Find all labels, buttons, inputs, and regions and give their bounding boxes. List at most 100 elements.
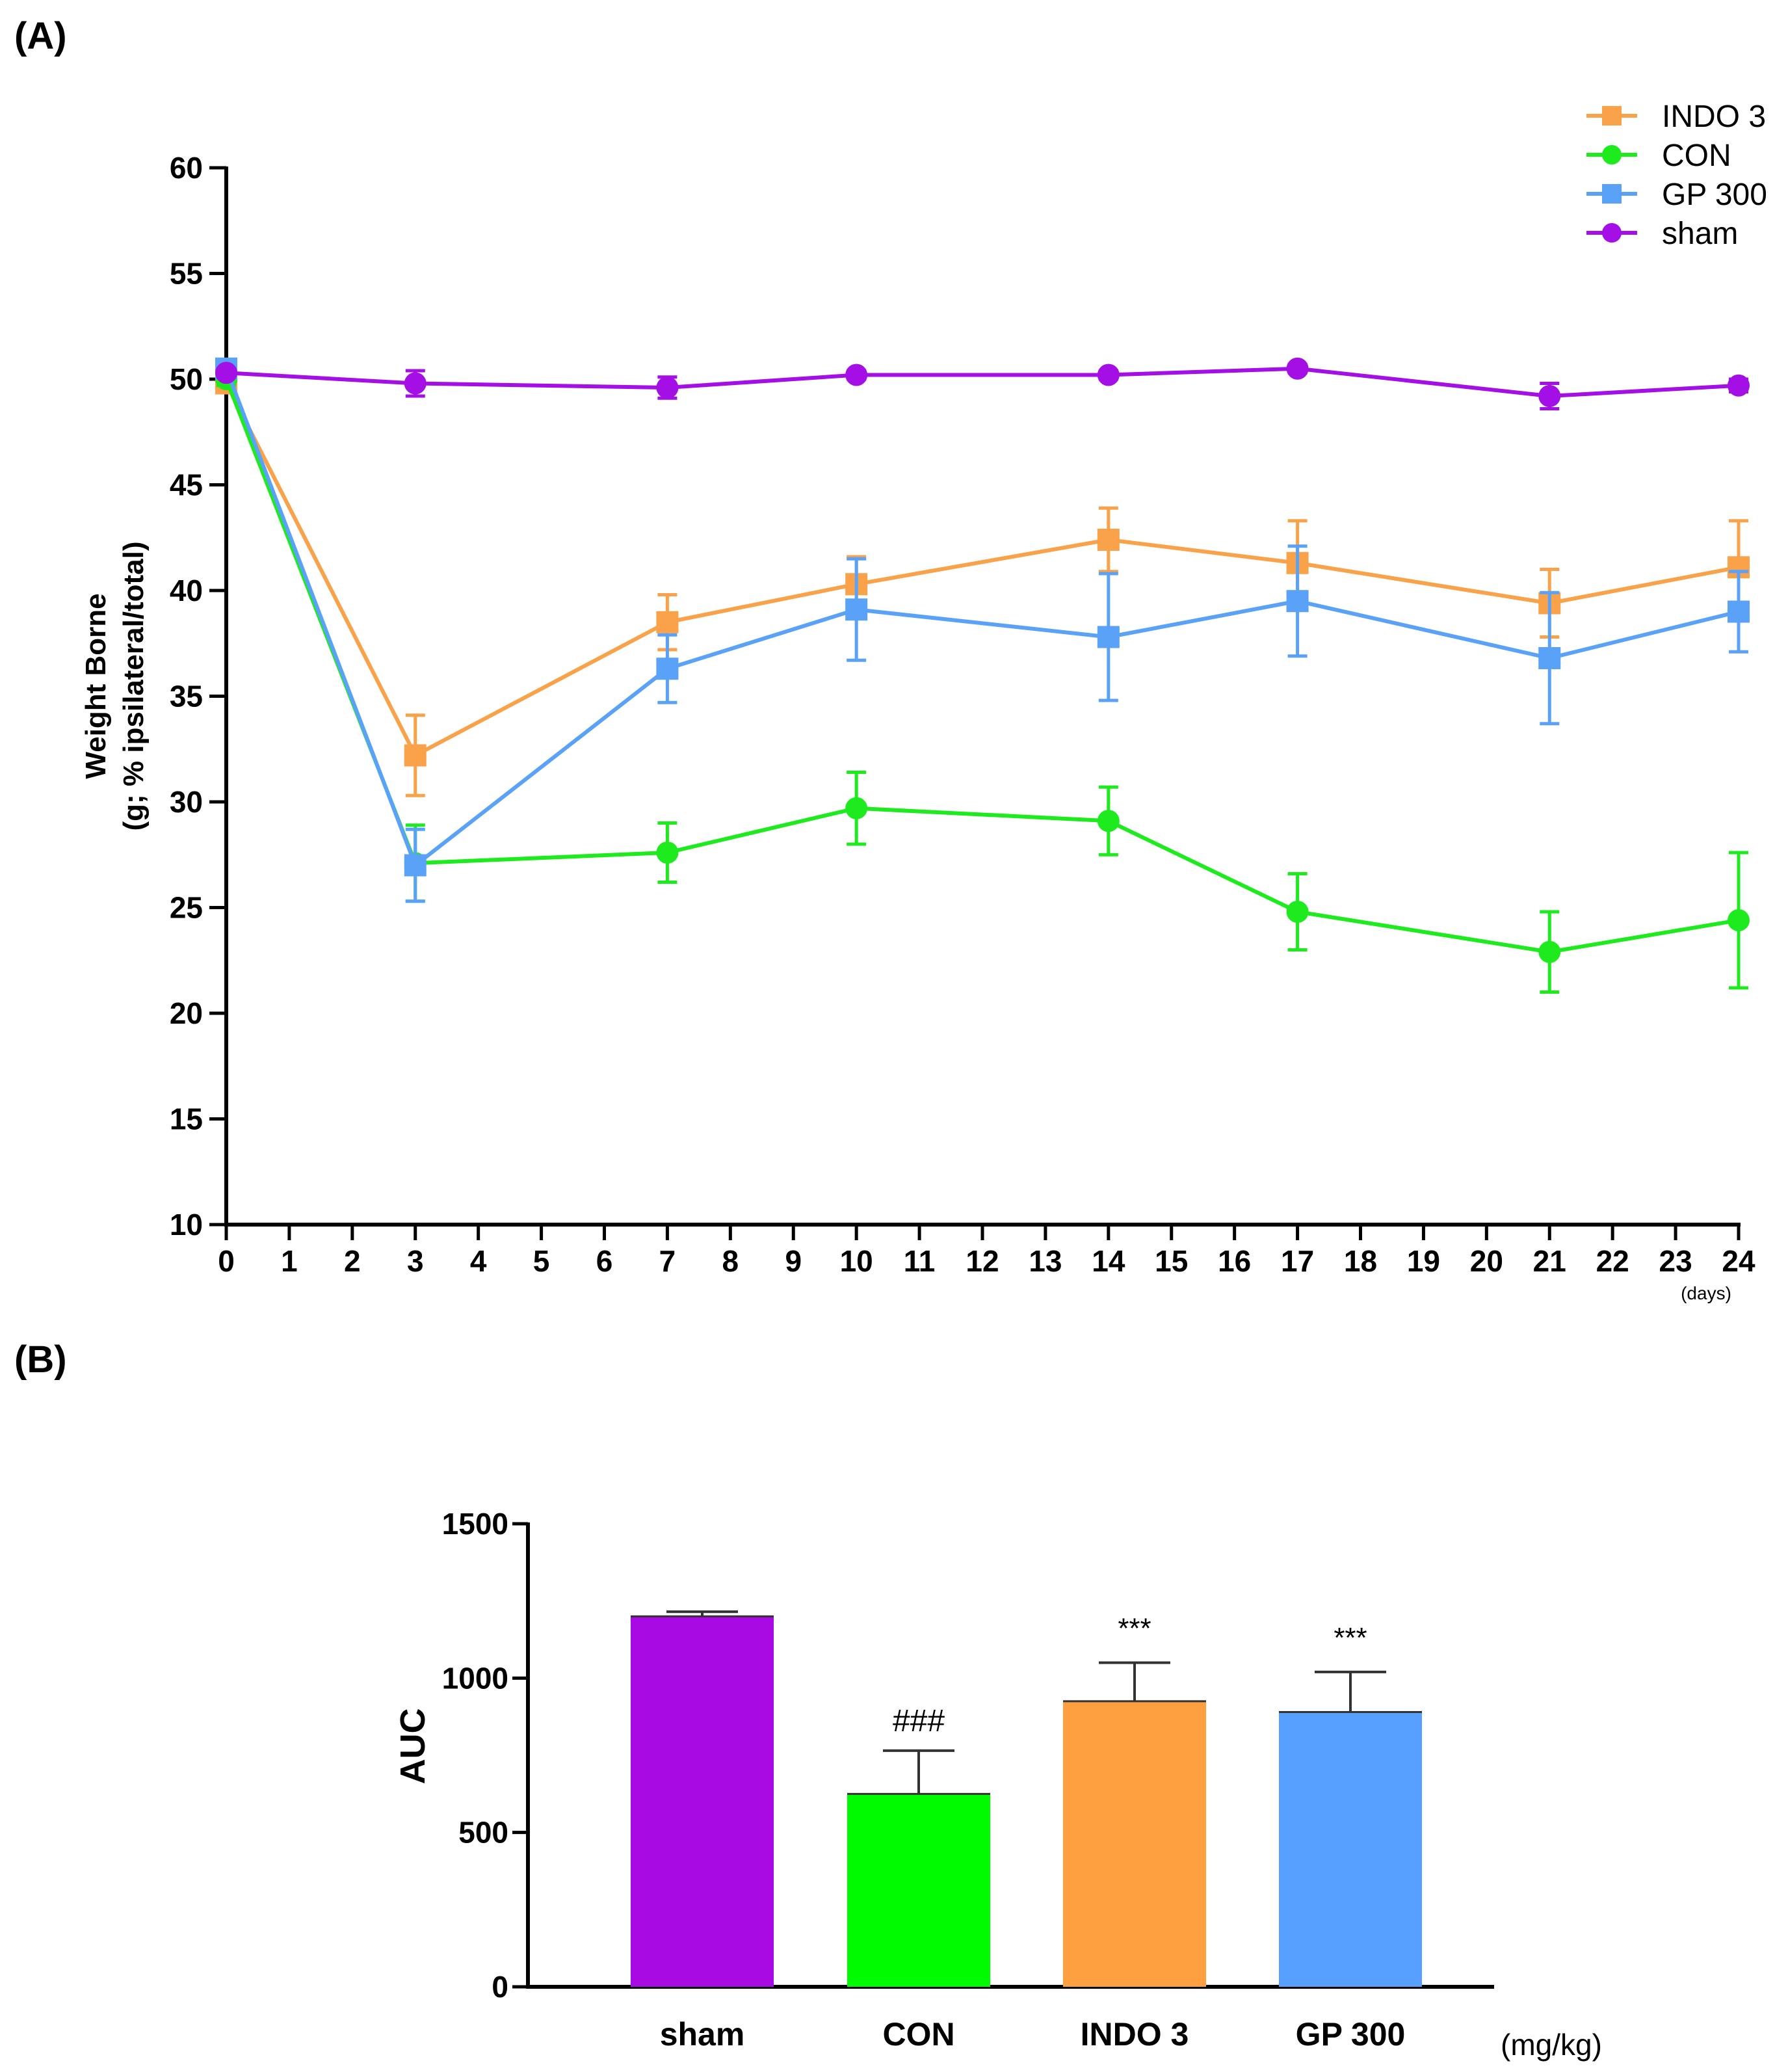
x-tick-label: 16: [1218, 1244, 1251, 1278]
y-tick-label: 45: [170, 468, 203, 502]
y-axis-title-line2: (g; % ipsilateral/total): [118, 542, 150, 831]
legend-entry-con: CON: [1586, 139, 1731, 173]
data-point: [1097, 364, 1120, 386]
x-tick-label: 2: [344, 1244, 361, 1278]
significance-annotation: ###: [893, 1704, 945, 1738]
data-point: [845, 364, 868, 386]
series-con: [215, 368, 1750, 994]
data-point: [845, 598, 868, 621]
line-chart-legend: INDO 3 CON GP 300 sham: [1586, 100, 1767, 251]
data-point: [404, 744, 427, 767]
x-tick-label: 14: [1092, 1244, 1125, 1278]
bar-group-sham: sham: [631, 1610, 774, 2052]
significance-annotation: ***: [1118, 1613, 1151, 1645]
x-tick-label: 18: [1344, 1244, 1377, 1278]
significance-annotation: ***: [1334, 1622, 1367, 1654]
legend-entry-indo-3: INDO 3: [1586, 100, 1766, 134]
bar-y-tick-label: 0: [492, 1970, 508, 2004]
data-point: [1728, 600, 1750, 623]
data-point: [1538, 385, 1561, 407]
series-gp-300: [215, 357, 1750, 903]
data-point: [656, 842, 679, 864]
x-tick-label: 9: [785, 1244, 802, 1278]
data-point: [656, 657, 679, 680]
bar-y-tick-label: 500: [458, 1816, 508, 1850]
legend-label: sham: [1662, 217, 1738, 251]
bar-chart-bars: sham CON ### INDO 3 *** GP 300 ***: [631, 1610, 1422, 2052]
bar-category-label: CON: [882, 2016, 954, 2052]
x-tick-label: 3: [407, 1244, 424, 1278]
bar-category-label: GP 300: [1296, 2016, 1406, 2052]
series-sham: [215, 357, 1750, 410]
y-tick-label: 60: [170, 151, 203, 185]
data-point: [1602, 106, 1622, 126]
data-point: [1097, 626, 1120, 648]
x-tick-label: 22: [1596, 1244, 1629, 1278]
legend-entry-gp-300: GP 300: [1586, 178, 1767, 212]
data-point: [656, 377, 679, 399]
bar-group-gp-300: GP 300 ***: [1279, 1622, 1422, 2052]
bar-chart-auc: 0 500 1000 1500 sham CON ### INDO 3 *** GP 300 **…: [393, 1507, 1602, 2062]
x-tick-label: 17: [1281, 1244, 1314, 1278]
x-tick-label: 12: [966, 1244, 999, 1278]
x-tick-label: 0: [218, 1244, 235, 1278]
bar-gp-300: [1279, 1712, 1422, 1987]
data-point: [656, 611, 679, 633]
x-tick-label: 13: [1029, 1244, 1062, 1278]
data-point: [1728, 909, 1750, 931]
bar-category-label: sham: [660, 2016, 745, 2052]
x-tick-label: 10: [840, 1244, 873, 1278]
data-point: [1097, 529, 1120, 551]
panel-label-a: (A): [14, 15, 67, 57]
series-line: [224, 382, 1739, 758]
y-tick-label: 30: [170, 785, 203, 819]
data-point: [1097, 810, 1120, 832]
data-point: [404, 854, 427, 877]
data-point: [1602, 184, 1622, 204]
series-line: [226, 366, 1739, 398]
y-tick-label: 50: [170, 362, 203, 396]
data-point: [845, 797, 868, 819]
data-point: [1728, 374, 1750, 397]
x-tick-label: 24: [1722, 1244, 1755, 1278]
data-point: [215, 362, 237, 384]
y-tick-label: 20: [170, 996, 203, 1030]
legend-label: INDO 3: [1662, 100, 1766, 134]
x-tick-label: 8: [722, 1244, 739, 1278]
data-point: [1286, 357, 1309, 380]
bar-group-indo-3: INDO 3 ***: [1063, 1613, 1206, 2052]
bar-y-tick-label: 1000: [442, 1661, 508, 1695]
y-tick-label: 15: [170, 1102, 203, 1136]
data-point: [404, 372, 427, 395]
bar-category-label: INDO 3: [1081, 2016, 1189, 2052]
y-tick-label: 40: [170, 574, 203, 607]
x-tick-label: 15: [1155, 1244, 1188, 1278]
bar-sham: [631, 1616, 774, 1987]
series-indo-3: [215, 372, 1750, 797]
legend-entry-sham: sham: [1586, 217, 1738, 251]
x-tick-label: 6: [596, 1244, 613, 1278]
series-line: [224, 378, 1739, 954]
bar-y-axis-title: AUC: [393, 1708, 432, 1785]
y-tick-label: 25: [170, 891, 203, 925]
legend-label: CON: [1662, 139, 1731, 173]
bar-con: [847, 1794, 990, 1987]
x-tick-label: 20: [1470, 1244, 1503, 1278]
y-axis-title-line1: Weight Borne: [80, 593, 112, 778]
bar-y-tick-label: 1500: [442, 1507, 508, 1541]
bar-indo-3: [1063, 1701, 1206, 1987]
series-line: [224, 367, 1739, 868]
legend-label: GP 300: [1662, 178, 1767, 212]
line-chart-series: [215, 357, 1750, 994]
data-point: [1538, 647, 1561, 669]
x-tick-label: 7: [659, 1244, 676, 1278]
data-point: [1602, 145, 1622, 165]
y-tick-label: 35: [170, 680, 203, 713]
panel-label-b: (B): [14, 1338, 67, 1381]
x-tick-label: 11: [904, 1244, 936, 1278]
x-axis-unit-days: (days): [1681, 1283, 1731, 1303]
x-tick-label: 5: [533, 1244, 550, 1278]
